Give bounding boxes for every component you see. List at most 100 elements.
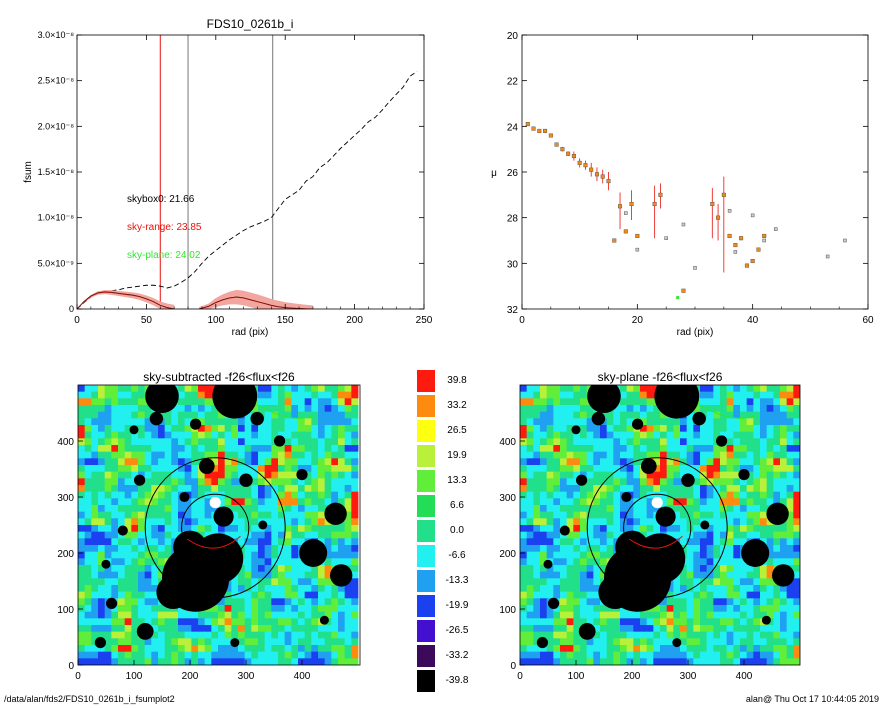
image-pixel bbox=[331, 425, 339, 433]
image-pixel bbox=[640, 645, 648, 653]
image-pixel bbox=[726, 631, 734, 639]
image-pixel bbox=[78, 431, 86, 439]
image-pixel bbox=[546, 545, 554, 553]
image-pixel bbox=[573, 611, 581, 619]
image-pixel bbox=[124, 431, 132, 439]
image-pixel bbox=[786, 491, 794, 499]
image-pixel bbox=[278, 525, 286, 533]
image-pixel bbox=[84, 471, 92, 479]
image-pixel bbox=[251, 518, 259, 526]
image-pixel bbox=[760, 645, 768, 653]
image-pixel bbox=[580, 585, 588, 593]
image-pixel bbox=[793, 458, 800, 466]
image-pixel bbox=[766, 578, 774, 586]
masked-object bbox=[156, 575, 190, 609]
image-pixel bbox=[753, 505, 761, 513]
image-pixel bbox=[780, 418, 788, 426]
image-pixel bbox=[238, 491, 246, 499]
image-pixel bbox=[198, 405, 206, 413]
image-pixel bbox=[111, 605, 119, 613]
image-pixel bbox=[131, 558, 139, 566]
image-pixel bbox=[331, 498, 339, 506]
image-pixel bbox=[520, 611, 528, 619]
image-pixel bbox=[224, 645, 232, 653]
image-pixel bbox=[753, 578, 761, 586]
image-pixel bbox=[164, 478, 172, 486]
image-pixel bbox=[613, 645, 621, 653]
image-pixel bbox=[733, 625, 741, 633]
image-pixel bbox=[191, 485, 199, 493]
image-pixel bbox=[753, 398, 761, 406]
image-pixel bbox=[593, 598, 601, 606]
image-pixel bbox=[686, 658, 694, 665]
image-pixel bbox=[84, 545, 92, 553]
image-pixel bbox=[773, 598, 781, 606]
image-pixel bbox=[184, 658, 192, 665]
image-pixel bbox=[533, 551, 541, 559]
sky-arc-red bbox=[186, 535, 241, 549]
image-pixel bbox=[231, 438, 239, 446]
image-pixel bbox=[298, 645, 306, 653]
image-pixel bbox=[151, 585, 159, 593]
image-pixel bbox=[673, 578, 681, 586]
image-pixel bbox=[753, 518, 761, 526]
image-pixel bbox=[733, 565, 741, 573]
image-pixel bbox=[84, 618, 92, 626]
image-pixel bbox=[560, 578, 568, 586]
image-pixel bbox=[191, 438, 199, 446]
image-pixel bbox=[613, 658, 621, 665]
image-pixel bbox=[318, 385, 326, 393]
image-pixel bbox=[686, 438, 694, 446]
image-pixel bbox=[746, 405, 754, 413]
image-pixel bbox=[620, 511, 628, 519]
image-pixel bbox=[151, 658, 159, 665]
image-pixel bbox=[291, 478, 299, 486]
image-pixel bbox=[138, 638, 146, 646]
image-pixel bbox=[773, 631, 781, 639]
image-pixel bbox=[318, 411, 326, 419]
image-pixel bbox=[566, 631, 574, 639]
image-pixel bbox=[693, 565, 701, 573]
masked-object bbox=[654, 385, 700, 419]
image-pixel bbox=[586, 598, 594, 606]
image-pixel bbox=[740, 491, 748, 499]
image-pixel bbox=[104, 451, 112, 459]
image-pixel bbox=[753, 625, 761, 633]
image-pixel bbox=[580, 651, 588, 659]
image-pixel bbox=[766, 498, 774, 506]
image-pixel bbox=[291, 625, 299, 633]
image-pixel bbox=[318, 491, 326, 499]
image-pixel bbox=[258, 658, 266, 665]
image-pixel bbox=[178, 638, 186, 646]
outer-aperture-circle bbox=[586, 457, 728, 599]
image-pixel bbox=[680, 598, 688, 606]
image-pixel bbox=[593, 545, 601, 553]
image-pixel bbox=[164, 538, 172, 546]
image-pixel bbox=[740, 605, 748, 613]
image-pixel bbox=[198, 518, 206, 526]
image-pixel bbox=[311, 451, 319, 459]
image-pixel bbox=[580, 425, 588, 433]
image-pixel bbox=[144, 411, 152, 419]
image-pixel bbox=[713, 418, 721, 426]
image-pixel bbox=[633, 645, 641, 653]
image-pixel bbox=[304, 385, 312, 393]
image-pixel bbox=[171, 525, 179, 533]
image-pixel bbox=[566, 411, 574, 419]
image-pixel bbox=[680, 651, 688, 659]
image-pixel bbox=[546, 471, 554, 479]
image-pixel bbox=[573, 471, 581, 479]
image-pixel bbox=[693, 598, 701, 606]
image-pixel bbox=[680, 631, 688, 639]
image-pixel bbox=[733, 638, 741, 646]
image-pixel bbox=[238, 538, 246, 546]
image-pixel bbox=[344, 498, 352, 506]
image-pixel bbox=[520, 498, 528, 506]
image-pixel bbox=[291, 391, 299, 399]
image-pixel bbox=[693, 478, 701, 486]
image-pixel bbox=[726, 458, 734, 466]
image-pixel bbox=[666, 431, 674, 439]
image-pixel bbox=[573, 538, 581, 546]
image-pixel bbox=[746, 625, 754, 633]
image-pixel bbox=[244, 505, 252, 513]
